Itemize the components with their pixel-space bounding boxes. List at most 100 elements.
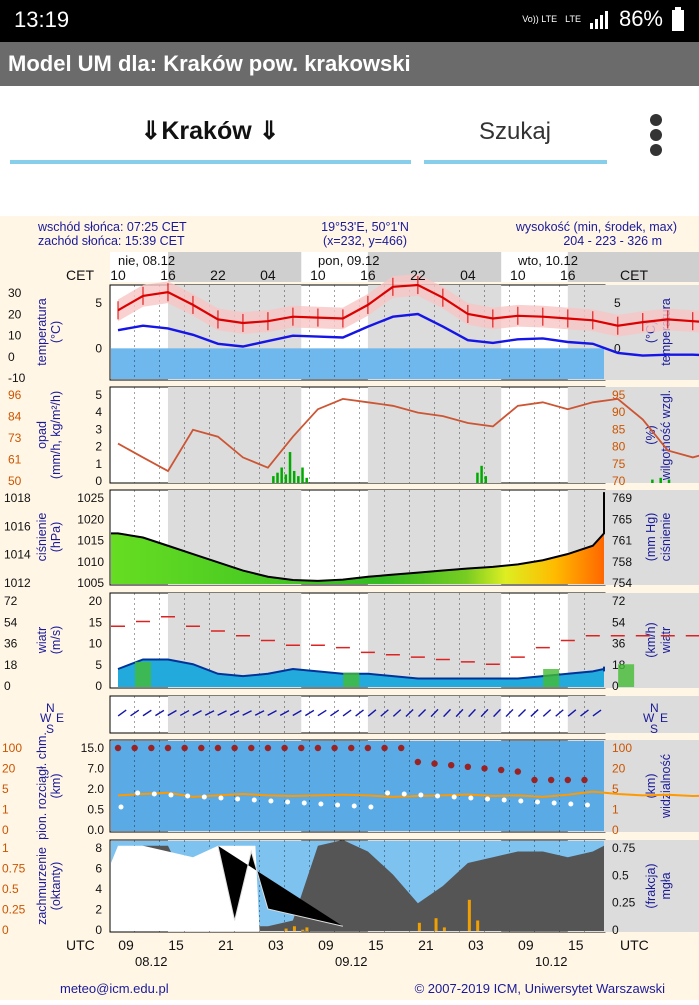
precip-tick-far-left: 61 xyxy=(8,453,22,467)
search-button[interactable]: Szukaj xyxy=(478,118,552,145)
night-band xyxy=(567,387,699,483)
compass-letter: E xyxy=(660,711,668,725)
day-label-bottom: 09.12 xyxy=(335,954,368,969)
cloud-detail-line xyxy=(217,845,344,927)
cloud-base-dot xyxy=(201,794,207,800)
visibility-tick-right: 100 xyxy=(612,741,632,755)
precip-bar xyxy=(480,465,483,483)
cloudcover-tick-inner: 6 xyxy=(95,862,102,876)
cloud-top-dot xyxy=(431,760,438,767)
hour-label-top: 16 xyxy=(160,267,176,283)
precip-tick-far-left: 96 xyxy=(8,388,22,402)
pressure-line xyxy=(111,492,605,582)
fog-tick-right: 0.25 xyxy=(612,896,636,910)
pressure-axis-label: (mm Hg) xyxy=(644,513,658,562)
wind-direction-arrow xyxy=(155,709,165,717)
wind-direction-arrow xyxy=(179,709,190,717)
day-label-top: wto, 10.12 xyxy=(517,253,578,268)
wind-tick-inner: 0 xyxy=(95,679,102,693)
cloud-base-dot xyxy=(385,790,391,796)
cloud-base-dot xyxy=(168,792,174,798)
temp-tick-inner: 0 xyxy=(95,341,102,355)
cloud-top-dot xyxy=(214,744,222,752)
wind-strong-band xyxy=(618,664,635,687)
temp-tick-far-left: 10 xyxy=(8,329,22,343)
temp-tick-far-left: 0 xyxy=(8,350,15,364)
lte-icon: LTE xyxy=(565,14,581,24)
pressure-tick-far-left: 1012 xyxy=(4,576,31,590)
wind-direction-arrow xyxy=(279,709,290,717)
cloud-sky-fill xyxy=(111,741,604,831)
cloudcover-tick-far-left: 0.25 xyxy=(2,903,26,917)
more-menu-icon[interactable] xyxy=(650,114,664,159)
pressure-tick-right: 765 xyxy=(612,512,632,526)
status-icons: Vo)) LTE LTE 86% xyxy=(522,6,685,32)
cloud-top-dot xyxy=(198,744,205,752)
cloudcover-area xyxy=(118,840,604,931)
wind-direction-arrow xyxy=(480,708,489,718)
cloud-tick-inner: 7.0 xyxy=(87,762,104,776)
day-label-bottom: 08.12 xyxy=(135,954,168,969)
wind-direction-arrow xyxy=(267,710,277,716)
fog-bar xyxy=(417,922,421,931)
footer-email[interactable]: meteo@icm.edu.pl xyxy=(60,981,169,996)
precip-bar xyxy=(659,477,662,483)
cloud-base-dot xyxy=(285,799,291,805)
cloud-tick-far-left: 100 xyxy=(2,741,22,755)
time-header-night xyxy=(167,252,302,282)
cloudcover-tick-far-left: 0 xyxy=(2,923,9,937)
precip-bar xyxy=(484,476,488,483)
hour-label-bottom: 09 xyxy=(318,937,334,953)
cloud-base-dot xyxy=(351,803,357,809)
wind-direction-arrow xyxy=(580,709,589,717)
temp-axis-label: temperatura xyxy=(35,298,49,365)
precip-tick-inner: 1 xyxy=(95,457,102,471)
meteogram-svg: 3020100-105050temperatura(°C)(°C)tempera… xyxy=(2,220,699,996)
wind-tick-right: 72 xyxy=(612,594,626,608)
precip-bar xyxy=(476,472,479,483)
fog-bar xyxy=(292,926,296,931)
cloud-top-dot xyxy=(248,744,255,752)
precip-bar xyxy=(280,467,283,483)
cloud-base-dot xyxy=(218,795,224,801)
visibility-tick-right: 5 xyxy=(612,782,619,796)
city-selector[interactable]: ⇓Kraków ⇓ xyxy=(140,117,280,145)
pressure-axis-label: ciśnienie xyxy=(35,513,49,562)
hour-label-bottom: 21 xyxy=(218,937,234,953)
wind-direction-arrow xyxy=(367,709,377,717)
cloud-top-dot xyxy=(298,744,305,752)
wind-direction-arrow xyxy=(142,709,152,717)
pressure-tick-inner: 1025 xyxy=(77,491,104,505)
wind-direction-arrow xyxy=(567,709,577,717)
fog-bar xyxy=(442,927,446,931)
cloud-base-dot xyxy=(151,791,157,797)
cloud-tick-far-left: 20 xyxy=(2,762,16,776)
precip-tick-inner: 3 xyxy=(95,422,102,436)
temp-below-zero-fill xyxy=(111,348,604,379)
precip-tick-far-left: 50 xyxy=(8,474,22,488)
hour-label-top: 10 xyxy=(110,267,126,283)
cloud-tick-inner: 15.0 xyxy=(81,741,105,755)
status-time: 13:19 xyxy=(14,7,70,32)
hour-label-bottom: 03 xyxy=(268,937,284,953)
city-underline xyxy=(10,160,411,164)
pressure-tick-far-left: 1014 xyxy=(4,548,31,562)
wind-direction-arrow xyxy=(317,709,327,717)
wind-mean-line xyxy=(117,658,605,680)
signal-icon xyxy=(589,11,608,29)
wind-tick-far-left: 18 xyxy=(4,658,18,672)
cloud-top-dot xyxy=(148,744,155,752)
hour-label-top: 10 xyxy=(310,267,326,283)
hour-label-top: 16 xyxy=(360,267,376,283)
hour-label-top: 22 xyxy=(210,267,226,283)
fog-bar xyxy=(284,928,288,931)
wind-direction-arrow xyxy=(505,708,514,718)
day-label-bottom: 10.12 xyxy=(535,954,568,969)
cloud-base-dot xyxy=(568,801,574,807)
cloud-base-dot xyxy=(318,801,324,807)
precip-tick-far-left: 84 xyxy=(8,410,22,424)
compass-letter: S xyxy=(650,722,658,736)
cloud-tick-inner: 0.5 xyxy=(87,803,104,817)
pressure-axis-label: (hPa) xyxy=(49,522,63,553)
cloud-base-dot xyxy=(551,800,557,806)
